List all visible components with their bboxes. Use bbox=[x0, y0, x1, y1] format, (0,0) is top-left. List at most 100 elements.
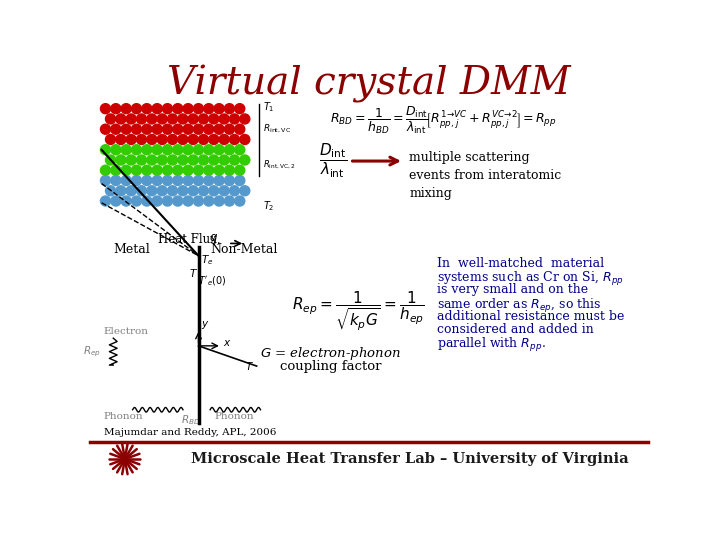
Circle shape bbox=[183, 176, 193, 186]
Text: $T'_e(0)$: $T'_e(0)$ bbox=[198, 274, 226, 288]
Circle shape bbox=[152, 196, 162, 206]
Circle shape bbox=[240, 155, 250, 165]
Text: Heat Flux,: Heat Flux, bbox=[158, 233, 225, 246]
Circle shape bbox=[214, 176, 224, 186]
Circle shape bbox=[235, 124, 245, 134]
Text: Non-Metal: Non-Metal bbox=[210, 244, 277, 256]
Circle shape bbox=[101, 165, 111, 176]
Circle shape bbox=[163, 176, 173, 186]
Circle shape bbox=[230, 186, 240, 196]
Circle shape bbox=[219, 114, 229, 124]
Circle shape bbox=[183, 165, 193, 176]
Circle shape bbox=[178, 114, 188, 124]
Circle shape bbox=[204, 145, 214, 155]
Text: Phonon: Phonon bbox=[214, 412, 253, 421]
Circle shape bbox=[121, 145, 131, 155]
Circle shape bbox=[194, 104, 204, 114]
Circle shape bbox=[225, 104, 235, 114]
Circle shape bbox=[163, 124, 173, 134]
Circle shape bbox=[214, 124, 224, 134]
Circle shape bbox=[214, 165, 224, 176]
Circle shape bbox=[199, 186, 209, 196]
Text: same order as $R_{ep}$, so this: same order as $R_{ep}$, so this bbox=[437, 296, 602, 315]
Circle shape bbox=[235, 104, 245, 114]
Circle shape bbox=[101, 145, 111, 155]
Circle shape bbox=[132, 196, 142, 206]
Circle shape bbox=[132, 145, 142, 155]
Text: systems such as Cr on Si, $R_{pp}$: systems such as Cr on Si, $R_{pp}$ bbox=[437, 271, 624, 288]
Circle shape bbox=[101, 104, 111, 114]
Circle shape bbox=[204, 165, 214, 176]
Circle shape bbox=[168, 155, 178, 165]
Text: multiple scattering
events from interatomic
mixing: multiple scattering events from interato… bbox=[409, 151, 562, 200]
Text: $T_2$: $T_2$ bbox=[263, 199, 274, 213]
Circle shape bbox=[137, 114, 147, 124]
Text: $\dfrac{D_{\rm int}}{\lambda_{\rm int}}$: $\dfrac{D_{\rm int}}{\lambda_{\rm int}}$ bbox=[319, 142, 347, 180]
Text: $T_e$: $T_e$ bbox=[201, 253, 213, 267]
Circle shape bbox=[163, 145, 173, 155]
Circle shape bbox=[225, 145, 235, 155]
Circle shape bbox=[219, 155, 229, 165]
Circle shape bbox=[188, 186, 198, 196]
Circle shape bbox=[240, 186, 250, 196]
Circle shape bbox=[116, 155, 126, 165]
Circle shape bbox=[204, 104, 214, 114]
Circle shape bbox=[142, 165, 152, 176]
Circle shape bbox=[147, 155, 157, 165]
Text: Electron: Electron bbox=[104, 327, 149, 336]
Circle shape bbox=[178, 155, 188, 165]
Circle shape bbox=[142, 196, 152, 206]
Circle shape bbox=[157, 155, 167, 165]
Circle shape bbox=[106, 155, 116, 165]
Text: $R_{ep} = \dfrac{1}{\sqrt{k_p G}} = \dfrac{1}{h_{ep}}$: $R_{ep} = \dfrac{1}{\sqrt{k_p G}} = \dfr… bbox=[292, 289, 424, 333]
Circle shape bbox=[121, 104, 131, 114]
Text: $x$: $x$ bbox=[223, 338, 232, 348]
Circle shape bbox=[157, 114, 167, 124]
Circle shape bbox=[173, 196, 183, 206]
Circle shape bbox=[188, 114, 198, 124]
Text: coupling factor: coupling factor bbox=[279, 360, 381, 373]
Circle shape bbox=[132, 176, 142, 186]
Circle shape bbox=[132, 104, 142, 114]
Circle shape bbox=[147, 186, 157, 196]
Circle shape bbox=[152, 124, 162, 134]
Circle shape bbox=[240, 114, 250, 124]
Circle shape bbox=[188, 134, 198, 145]
Circle shape bbox=[111, 124, 121, 134]
Circle shape bbox=[163, 196, 173, 206]
Circle shape bbox=[219, 134, 229, 145]
Text: Metal: Metal bbox=[113, 244, 150, 256]
Circle shape bbox=[137, 186, 147, 196]
Circle shape bbox=[116, 186, 126, 196]
Circle shape bbox=[111, 196, 121, 206]
Circle shape bbox=[152, 165, 162, 176]
Circle shape bbox=[126, 155, 136, 165]
Text: is very small and on the: is very small and on the bbox=[437, 284, 588, 296]
Circle shape bbox=[152, 176, 162, 186]
Circle shape bbox=[173, 165, 183, 176]
Circle shape bbox=[183, 145, 193, 155]
Circle shape bbox=[137, 155, 147, 165]
Circle shape bbox=[194, 176, 204, 186]
Text: $R_{BD} = \dfrac{1}{h_{BD}} = \dfrac{D_{\rm int}}{\lambda_{\rm int}}\!\left[R^{1: $R_{BD} = \dfrac{1}{h_{BD}} = \dfrac{D_{… bbox=[330, 105, 557, 136]
Circle shape bbox=[178, 134, 188, 145]
Circle shape bbox=[168, 134, 178, 145]
Text: Virtual crystal DMM: Virtual crystal DMM bbox=[167, 65, 571, 103]
Circle shape bbox=[157, 134, 167, 145]
Text: Majumdar and Reddy, APL, 2006: Majumdar and Reddy, APL, 2006 bbox=[104, 428, 276, 437]
Circle shape bbox=[173, 176, 183, 186]
Circle shape bbox=[106, 134, 116, 145]
Text: $T_1$: $T_1$ bbox=[263, 100, 274, 114]
Circle shape bbox=[183, 196, 193, 206]
Circle shape bbox=[147, 134, 157, 145]
Circle shape bbox=[173, 145, 183, 155]
Text: Phonon: Phonon bbox=[104, 412, 143, 421]
Circle shape bbox=[132, 124, 142, 134]
Circle shape bbox=[204, 124, 214, 134]
Circle shape bbox=[142, 124, 152, 134]
Circle shape bbox=[173, 104, 183, 114]
Circle shape bbox=[225, 124, 235, 134]
Circle shape bbox=[157, 186, 167, 196]
Circle shape bbox=[194, 196, 204, 206]
Circle shape bbox=[163, 104, 173, 114]
